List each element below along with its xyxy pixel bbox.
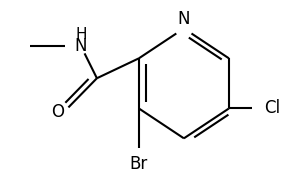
Text: Br: Br bbox=[130, 155, 148, 173]
Text: Cl: Cl bbox=[264, 100, 280, 117]
Text: O: O bbox=[51, 103, 64, 121]
Text: H: H bbox=[75, 27, 87, 42]
Text: N: N bbox=[178, 11, 190, 28]
Text: N: N bbox=[75, 37, 87, 55]
